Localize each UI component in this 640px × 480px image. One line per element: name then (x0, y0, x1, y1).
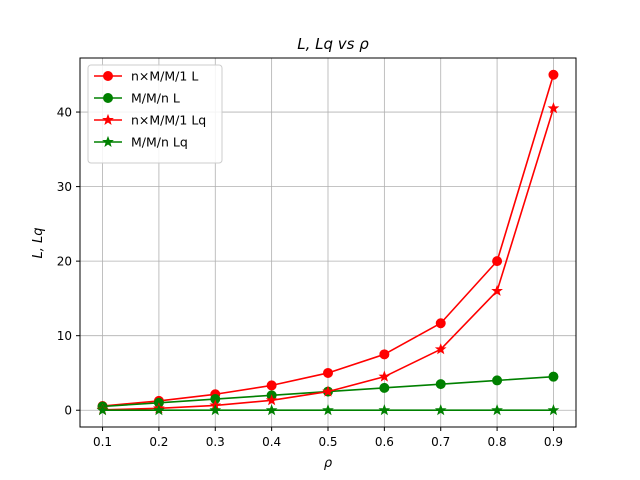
legend-entry: M/M/n L (94, 91, 180, 106)
data-point (323, 367, 333, 378)
series-1 (97, 69, 559, 412)
grid (80, 58, 576, 427)
y-tick-label: 20 (57, 255, 72, 269)
data-point (491, 404, 503, 416)
legend-label: M/M/n L (131, 91, 180, 106)
data-point (322, 385, 334, 397)
legend-label: M/M/n Lq (131, 135, 188, 150)
data-point (492, 256, 503, 267)
legend-marker (103, 71, 113, 81)
data-point (434, 343, 447, 355)
legend-marker (102, 135, 114, 147)
x-tick-label: 0.3 (206, 435, 225, 449)
x-tick-label: 0.5 (318, 435, 337, 449)
data-point (378, 370, 391, 382)
x-axis-label: ρ (324, 456, 333, 471)
data-point (548, 69, 559, 80)
data-point (435, 318, 446, 329)
y-tick-label: 40 (57, 106, 72, 120)
legend-label: n×M/M/1 Lq (131, 113, 206, 128)
data-point (547, 404, 560, 416)
chart-title: L, Lq vs ρ (297, 35, 369, 53)
y-tick-label: 0 (64, 404, 72, 418)
y-tick-label: 30 (57, 180, 72, 194)
data-point (209, 404, 222, 416)
data-point (492, 375, 503, 386)
data-point (322, 404, 334, 416)
data-point (491, 284, 503, 296)
x-tick-label: 0.4 (262, 435, 281, 449)
y-axis-label: L, Lq (31, 227, 46, 258)
data-point (379, 382, 390, 393)
data-point (265, 404, 278, 416)
legend-box (87, 64, 223, 164)
x-tick-label: 0.9 (544, 435, 563, 449)
legend-label: n×M/M/1 L (131, 69, 198, 84)
data-point (153, 404, 165, 416)
y-tick-label: 10 (57, 329, 72, 343)
legend-entry: n×M/M/1 Lq (94, 113, 206, 128)
x-tick-label: 0.6 (375, 435, 394, 449)
data-point (548, 371, 559, 382)
x-tick-label: 0.7 (431, 435, 450, 449)
data-point (379, 349, 390, 360)
data-point (435, 379, 446, 390)
data-point (378, 404, 391, 416)
data-point (96, 404, 109, 416)
legend-entry: M/M/n Lq (94, 135, 188, 150)
axis-ticks: 0.1 0.2 0.3 0.4 0.5 0.6 0.7 0.8 0.9 0 10 20 30 40 (57, 106, 563, 449)
data-point (434, 404, 447, 416)
x-tick-label: 0.8 (488, 435, 507, 449)
data-point (547, 102, 560, 114)
legend: n×M/M/1 L M/M/n L n×M/M/1 Lq M/M/n Lq (87, 64, 223, 164)
legend-marker (103, 93, 113, 103)
data-point (265, 394, 278, 406)
legend-entry: n×M/M/1 L (94, 69, 198, 84)
legend-marker (102, 113, 114, 125)
x-tick-label: 0.2 (149, 435, 168, 449)
series-layer (96, 69, 560, 416)
series-4 (96, 404, 560, 416)
data-point (266, 380, 277, 391)
x-tick-label: 0.1 (93, 435, 112, 449)
